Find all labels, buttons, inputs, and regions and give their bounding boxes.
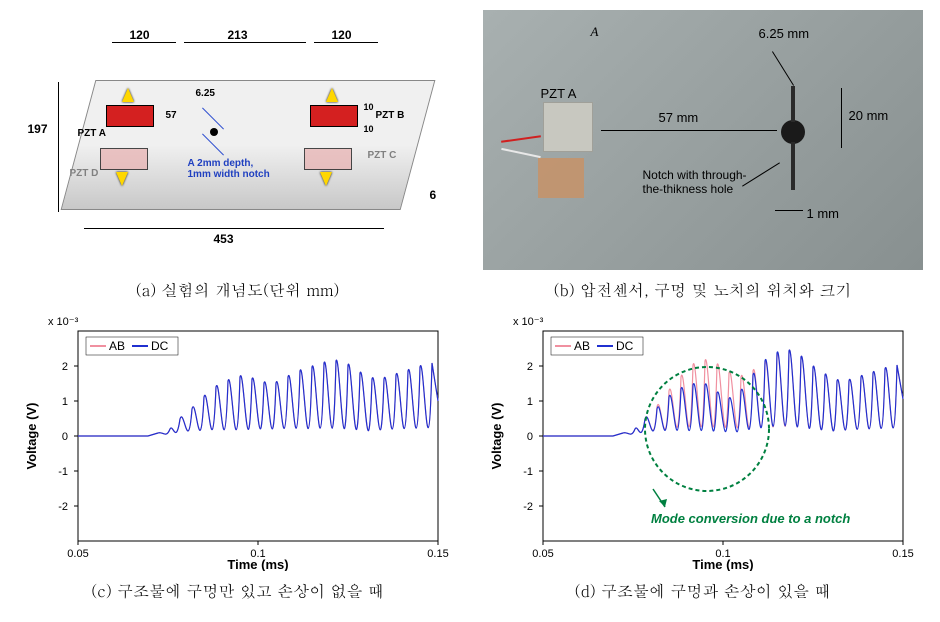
diagram-concept: 120 213 120 197 57 6.25 453 6 10 10 PZT … bbox=[18, 10, 458, 270]
y-axis: 2 1 0 -1 -2 bbox=[58, 361, 78, 513]
pzt-d-shape bbox=[100, 148, 148, 170]
panel-b: A PZT A 57 mm 6.25 mm 20 mm 1 mm Notch w… bbox=[475, 10, 930, 301]
photo-hole bbox=[781, 120, 805, 144]
svg-text:0: 0 bbox=[61, 431, 67, 443]
dim-6: 6 bbox=[430, 188, 437, 202]
photo-pzt-a bbox=[543, 102, 593, 152]
chart-c-svg: 2 1 0 -1 -2 0.05 0.1 0.15 x 10⁻³ Time (m… bbox=[18, 311, 458, 571]
pzt-b-label: PZT B bbox=[376, 110, 405, 121]
svg-text:-1: -1 bbox=[58, 466, 68, 478]
dim-57: 57 bbox=[166, 110, 177, 121]
panel-a: 120 213 120 197 57 6.25 453 6 10 10 PZT … bbox=[10, 10, 465, 301]
photo-holed-label: 6.25 mm bbox=[759, 26, 810, 41]
pzt-d-label: PZT D bbox=[70, 168, 99, 179]
caption-d: (d) 구조물에 구멍과 손상이 있을 때 bbox=[575, 579, 831, 602]
panel-c: 2 1 0 -1 -2 0.05 0.1 0.15 x 10⁻³ Time (m… bbox=[10, 311, 465, 602]
dim-line bbox=[84, 228, 384, 229]
dim-213: 213 bbox=[228, 28, 248, 42]
photo-notchw-arrow bbox=[775, 210, 803, 211]
caption-b: (b) 압전센서, 구멍 및 노치의 위치와 크기 bbox=[554, 278, 852, 301]
photo-notch-h-line bbox=[841, 88, 842, 148]
svg-text:1: 1 bbox=[61, 396, 67, 408]
dim-625: 6.25 bbox=[196, 88, 215, 99]
dim-120: 120 bbox=[130, 28, 150, 42]
dim-line bbox=[112, 42, 176, 43]
svg-text:0.15: 0.15 bbox=[427, 548, 448, 560]
legend-dc: DC bbox=[151, 339, 169, 353]
specimen-photo: A PZT A 57 mm 6.25 mm 20 mm 1 mm Notch w… bbox=[483, 10, 923, 270]
y-label: Voltage (V) bbox=[489, 403, 504, 470]
dim-453: 453 bbox=[214, 232, 234, 246]
wire-red bbox=[501, 135, 541, 143]
pzt-a-label: PZT A bbox=[78, 128, 107, 139]
dim-10: 10 bbox=[364, 124, 374, 134]
dim-line bbox=[314, 42, 378, 43]
panel-d: 2 1 0 -1 -2 0.05 0.1 0.15 x 10⁻³ Time (m… bbox=[475, 311, 930, 602]
pzt-c-shape bbox=[304, 148, 352, 170]
photo-pzt-label: PZT A bbox=[541, 86, 577, 101]
y-label: Voltage (V) bbox=[24, 403, 39, 470]
dim-line bbox=[58, 82, 59, 212]
svg-text:0: 0 bbox=[526, 431, 532, 443]
svg-text:0.15: 0.15 bbox=[892, 548, 913, 560]
photo-notch-bot bbox=[791, 142, 795, 190]
x-label: Time (ms) bbox=[227, 557, 288, 571]
svg-text:1: 1 bbox=[526, 396, 532, 408]
chart-c: 2 1 0 -1 -2 0.05 0.1 0.15 x 10⁻³ Time (m… bbox=[18, 311, 458, 571]
hole-shape bbox=[210, 128, 218, 136]
wire-white bbox=[501, 148, 541, 158]
svg-text:-2: -2 bbox=[523, 501, 533, 513]
dim-line bbox=[184, 42, 306, 43]
legend-dc: DC bbox=[616, 339, 634, 353]
dim-10: 10 bbox=[364, 102, 374, 112]
photo-notch-ptr bbox=[742, 162, 780, 186]
photo-notch-text: Notch with through- the-thikness hole bbox=[643, 168, 747, 197]
photo-holed-arrow bbox=[771, 51, 793, 85]
legend-ab: AB bbox=[109, 339, 125, 353]
dim-120: 120 bbox=[332, 28, 352, 42]
photo-top-a: A bbox=[591, 24, 599, 40]
pzt-c-label: PZT C bbox=[368, 150, 397, 161]
arrow-up-icon bbox=[326, 88, 338, 102]
photo-dist-arrow bbox=[601, 130, 777, 131]
photo-notch-w: 1 mm bbox=[807, 206, 840, 221]
svg-text:0.05: 0.05 bbox=[67, 548, 88, 560]
arrow-up-icon bbox=[122, 88, 134, 102]
photo-notch-h: 20 mm bbox=[849, 108, 889, 123]
svg-text:-2: -2 bbox=[58, 501, 68, 513]
caption-c: (c) 구조물에 구멍만 있고 손상이 없을 때 bbox=[91, 579, 384, 602]
arrow-down-icon bbox=[116, 172, 128, 186]
photo-pzt-brown bbox=[538, 158, 584, 198]
caption-a: (a) 실험의 개념도(단위 mm) bbox=[136, 278, 340, 301]
arrow-down-icon bbox=[320, 172, 332, 186]
svg-text:2: 2 bbox=[526, 361, 532, 373]
svg-text:2: 2 bbox=[61, 361, 67, 373]
legend-ab: AB bbox=[574, 339, 590, 353]
annotation-text: Mode conversion due to a notch bbox=[651, 511, 850, 526]
pzt-b-shape bbox=[310, 105, 358, 127]
exp-label: x 10⁻³ bbox=[48, 316, 79, 328]
photo-dist-label: 57 mm bbox=[659, 110, 699, 125]
exp-label: x 10⁻³ bbox=[513, 316, 544, 328]
dim-197: 197 bbox=[28, 122, 48, 136]
svg-text:0.05: 0.05 bbox=[532, 548, 553, 560]
photo-container: A PZT A 57 mm 6.25 mm 20 mm 1 mm Notch w… bbox=[483, 10, 923, 270]
y-axis: 2 1 0 -1 -2 bbox=[523, 361, 543, 513]
chart-d-svg: 2 1 0 -1 -2 0.05 0.1 0.15 x 10⁻³ Time (m… bbox=[483, 311, 923, 571]
notch-label: A 2mm depth, 1mm width notch bbox=[188, 158, 270, 180]
plate-shape bbox=[60, 80, 435, 210]
chart-d: 2 1 0 -1 -2 0.05 0.1 0.15 x 10⁻³ Time (m… bbox=[483, 311, 923, 571]
svg-text:-1: -1 bbox=[523, 466, 533, 478]
photo-notch-top bbox=[791, 86, 795, 122]
x-label: Time (ms) bbox=[692, 557, 753, 571]
pzt-a-shape bbox=[106, 105, 154, 127]
